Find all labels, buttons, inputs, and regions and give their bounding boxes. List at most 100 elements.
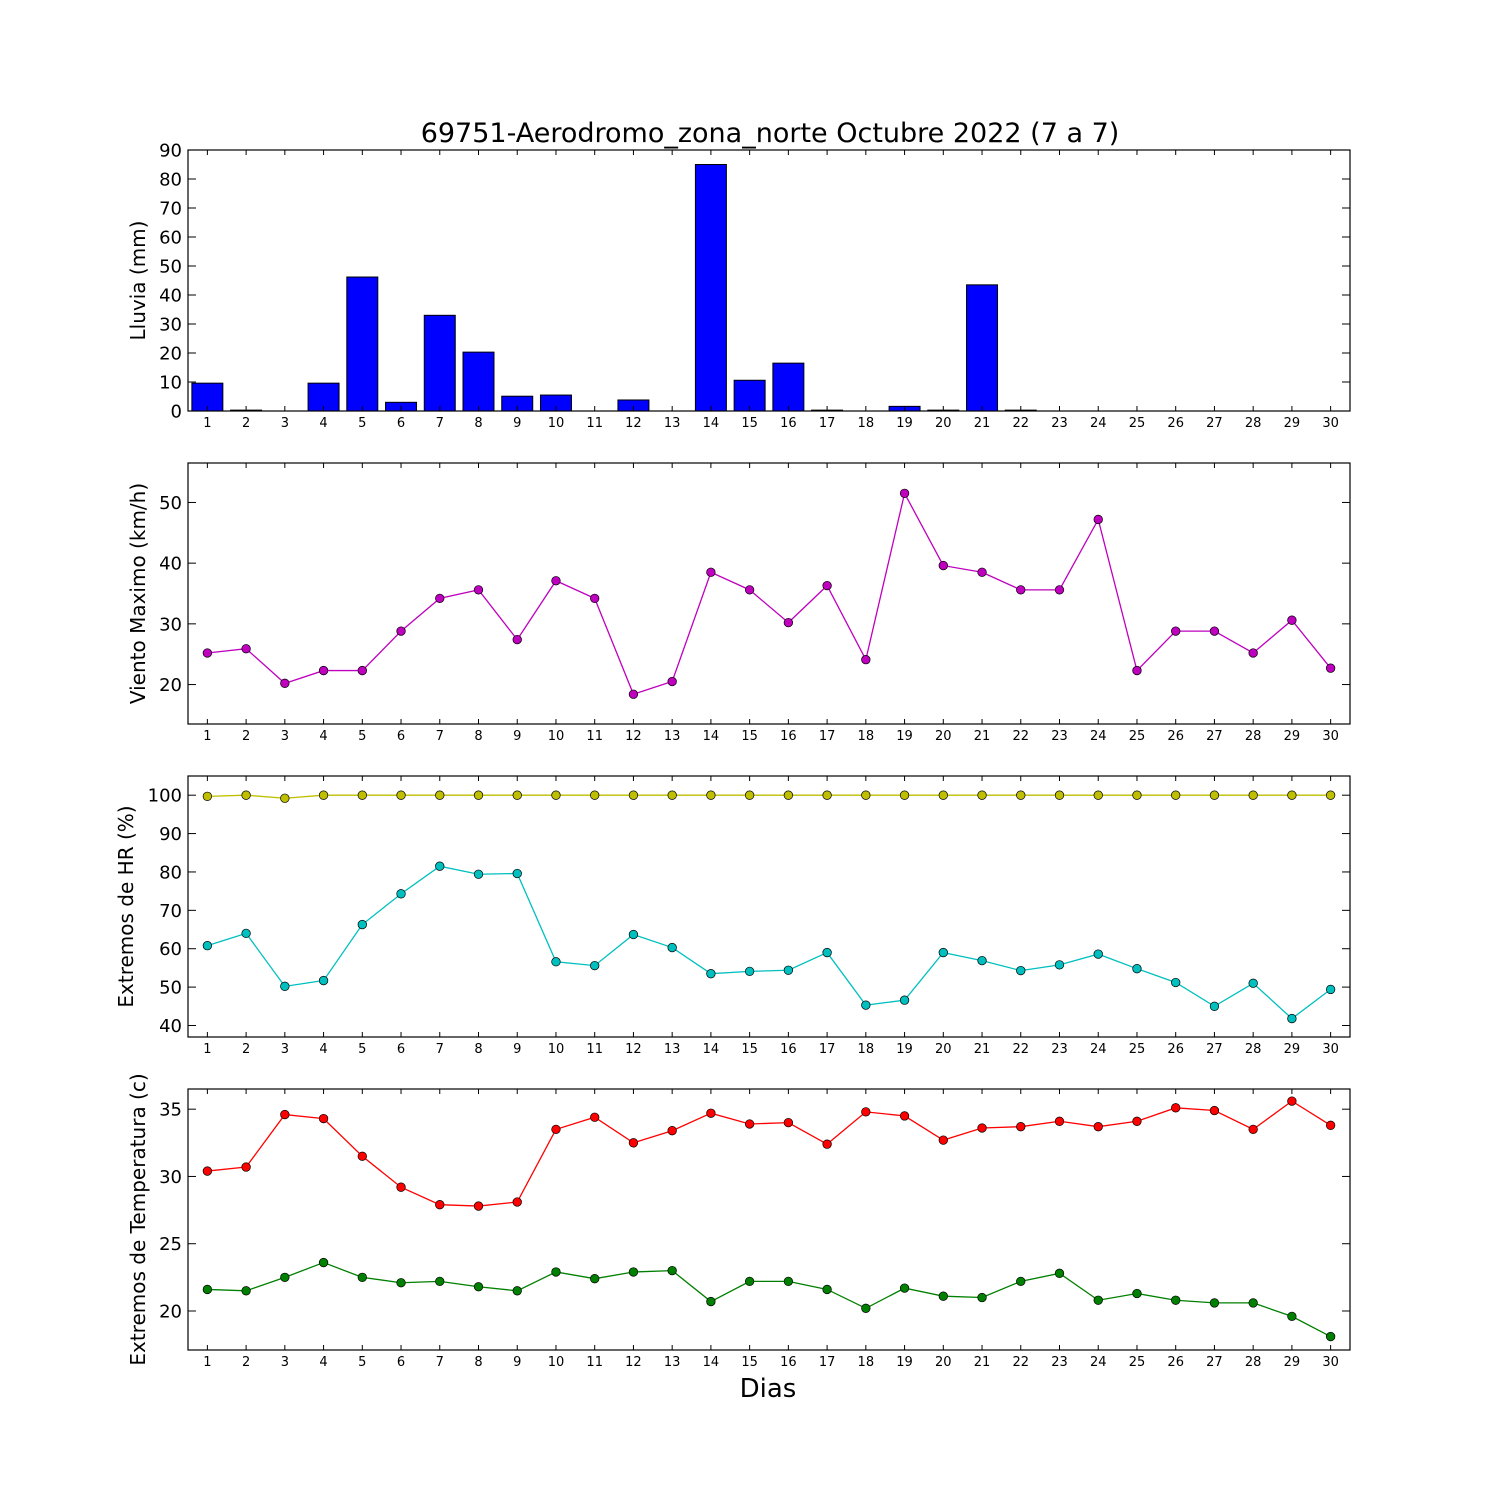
data-point: [1132, 964, 1142, 974]
x-tick-label: 28: [1245, 416, 1262, 431]
data-point: [202, 1166, 213, 1176]
x-tick-label: 9: [513, 1042, 521, 1057]
data-point: [396, 889, 406, 899]
data-point: [396, 1278, 406, 1288]
data-point: [1248, 790, 1258, 800]
x-tick-label: 15: [741, 1355, 758, 1370]
data-point: [551, 1124, 561, 1135]
x-tick-label: 15: [741, 1042, 758, 1057]
x-tick-label: 23: [1051, 1355, 1068, 1370]
x-tick-label: 13: [664, 416, 681, 431]
data-point: [1325, 1120, 1336, 1130]
y-axis-label: Extremos de HR (%): [114, 805, 138, 1007]
data-point: [938, 1135, 948, 1145]
data-point: [1054, 790, 1065, 800]
data-point: [977, 567, 987, 577]
y-tick-label: 20: [159, 675, 182, 696]
data-point: [744, 1276, 755, 1287]
x-tick-label: 26: [1167, 1042, 1184, 1057]
data-point: [744, 1119, 755, 1129]
data-point: [1093, 1295, 1103, 1305]
x-tick-label: 8: [474, 1355, 482, 1370]
bar: [694, 164, 727, 412]
data-point: [357, 1151, 367, 1161]
data-point: [551, 576, 561, 586]
data-point: [241, 790, 251, 800]
data-point: [744, 966, 755, 977]
data-point: [783, 790, 794, 800]
x-tick-label: 20: [935, 416, 952, 431]
series-line: [207, 1100, 1331, 1207]
bar: [966, 284, 999, 412]
data-point: [241, 1162, 251, 1172]
y-tick-label: 30: [159, 614, 182, 635]
x-tick-label: 30: [1322, 1042, 1339, 1057]
x-tick-label: 29: [1284, 1355, 1301, 1370]
panel-4: 1 2 3 4 5 6 7 8 9 10 11 12 13 14 15 16 17 18 19 20 21 22 23 24 2…: [126, 1073, 1351, 1370]
data-point: [202, 648, 213, 658]
y-tick-label: 90: [159, 824, 182, 845]
data-point: [512, 790, 522, 800]
data-point: [706, 567, 716, 577]
data-point: [241, 1286, 251, 1296]
x-tick-label: 10: [548, 1355, 565, 1370]
data-point: [435, 1200, 445, 1210]
data-point: [318, 1257, 329, 1268]
data-point: [280, 793, 290, 803]
data-point: [473, 869, 484, 879]
y-tick-label: 50: [159, 493, 182, 514]
data-point: [1016, 1276, 1026, 1287]
data-point: [1132, 1288, 1142, 1299]
data-point: [1054, 585, 1065, 595]
x-tick-label: 13: [664, 729, 681, 744]
data-point: [280, 678, 290, 688]
data-point: [1054, 1116, 1065, 1126]
x-tick-label: 2: [242, 1042, 250, 1057]
data-point: [551, 957, 561, 967]
data-point: [1093, 949, 1103, 959]
x-tick-label: 18: [858, 729, 875, 744]
x-tick-label: 28: [1245, 1042, 1262, 1057]
y-tick-label: 50: [159, 978, 182, 999]
data-point: [667, 790, 677, 800]
x-tick-label: 27: [1206, 416, 1223, 431]
x-tick-label: 25: [1129, 1042, 1146, 1057]
data-point: [435, 593, 445, 604]
data-point: [473, 585, 484, 595]
x-tick-label: 24: [1090, 729, 1107, 744]
data-point: [435, 1276, 445, 1287]
x-tick-label: 17: [819, 1042, 836, 1057]
data-point: [1171, 626, 1181, 636]
data-point: [1325, 1331, 1336, 1342]
data-point: [435, 861, 445, 871]
data-point: [473, 790, 484, 800]
x-tick-label: 3: [281, 729, 289, 744]
x-tick-label: 22: [1012, 416, 1029, 431]
x-tick-label: 21: [974, 1042, 991, 1057]
data-point: [512, 1286, 522, 1296]
plot-frame: [187, 462, 1351, 725]
data-point: [512, 1197, 522, 1207]
x-tick-label: 14: [703, 729, 720, 744]
data-point: [822, 947, 832, 958]
x-tick-label: 16: [780, 729, 797, 744]
x-tick-label: 19: [896, 416, 913, 431]
plot-frame: [187, 775, 1351, 1038]
data-point: [280, 1109, 290, 1120]
data-point: [512, 868, 522, 879]
x-tick-label: 17: [819, 416, 836, 431]
y-tick-label: 40: [159, 1016, 182, 1037]
data-point: [938, 1291, 948, 1301]
data-point: [1209, 1001, 1220, 1011]
panel-3: 1 2 3 4 5 6 7 8 9 10 11 12 13 14 15 16 17 18 19 20 21 22 23 24 2…: [114, 775, 1351, 1057]
data-point: [628, 929, 639, 940]
data-point: [241, 644, 251, 654]
data-point: [822, 790, 832, 800]
x-tick-label: 14: [703, 416, 720, 431]
x-tick-label: 9: [513, 1355, 521, 1370]
x-tick-label: 17: [819, 729, 836, 744]
bar: [346, 276, 379, 412]
x-tick-label: 15: [741, 729, 758, 744]
x-tick-label: 1: [203, 416, 211, 431]
x-tick-label: 5: [358, 729, 366, 744]
